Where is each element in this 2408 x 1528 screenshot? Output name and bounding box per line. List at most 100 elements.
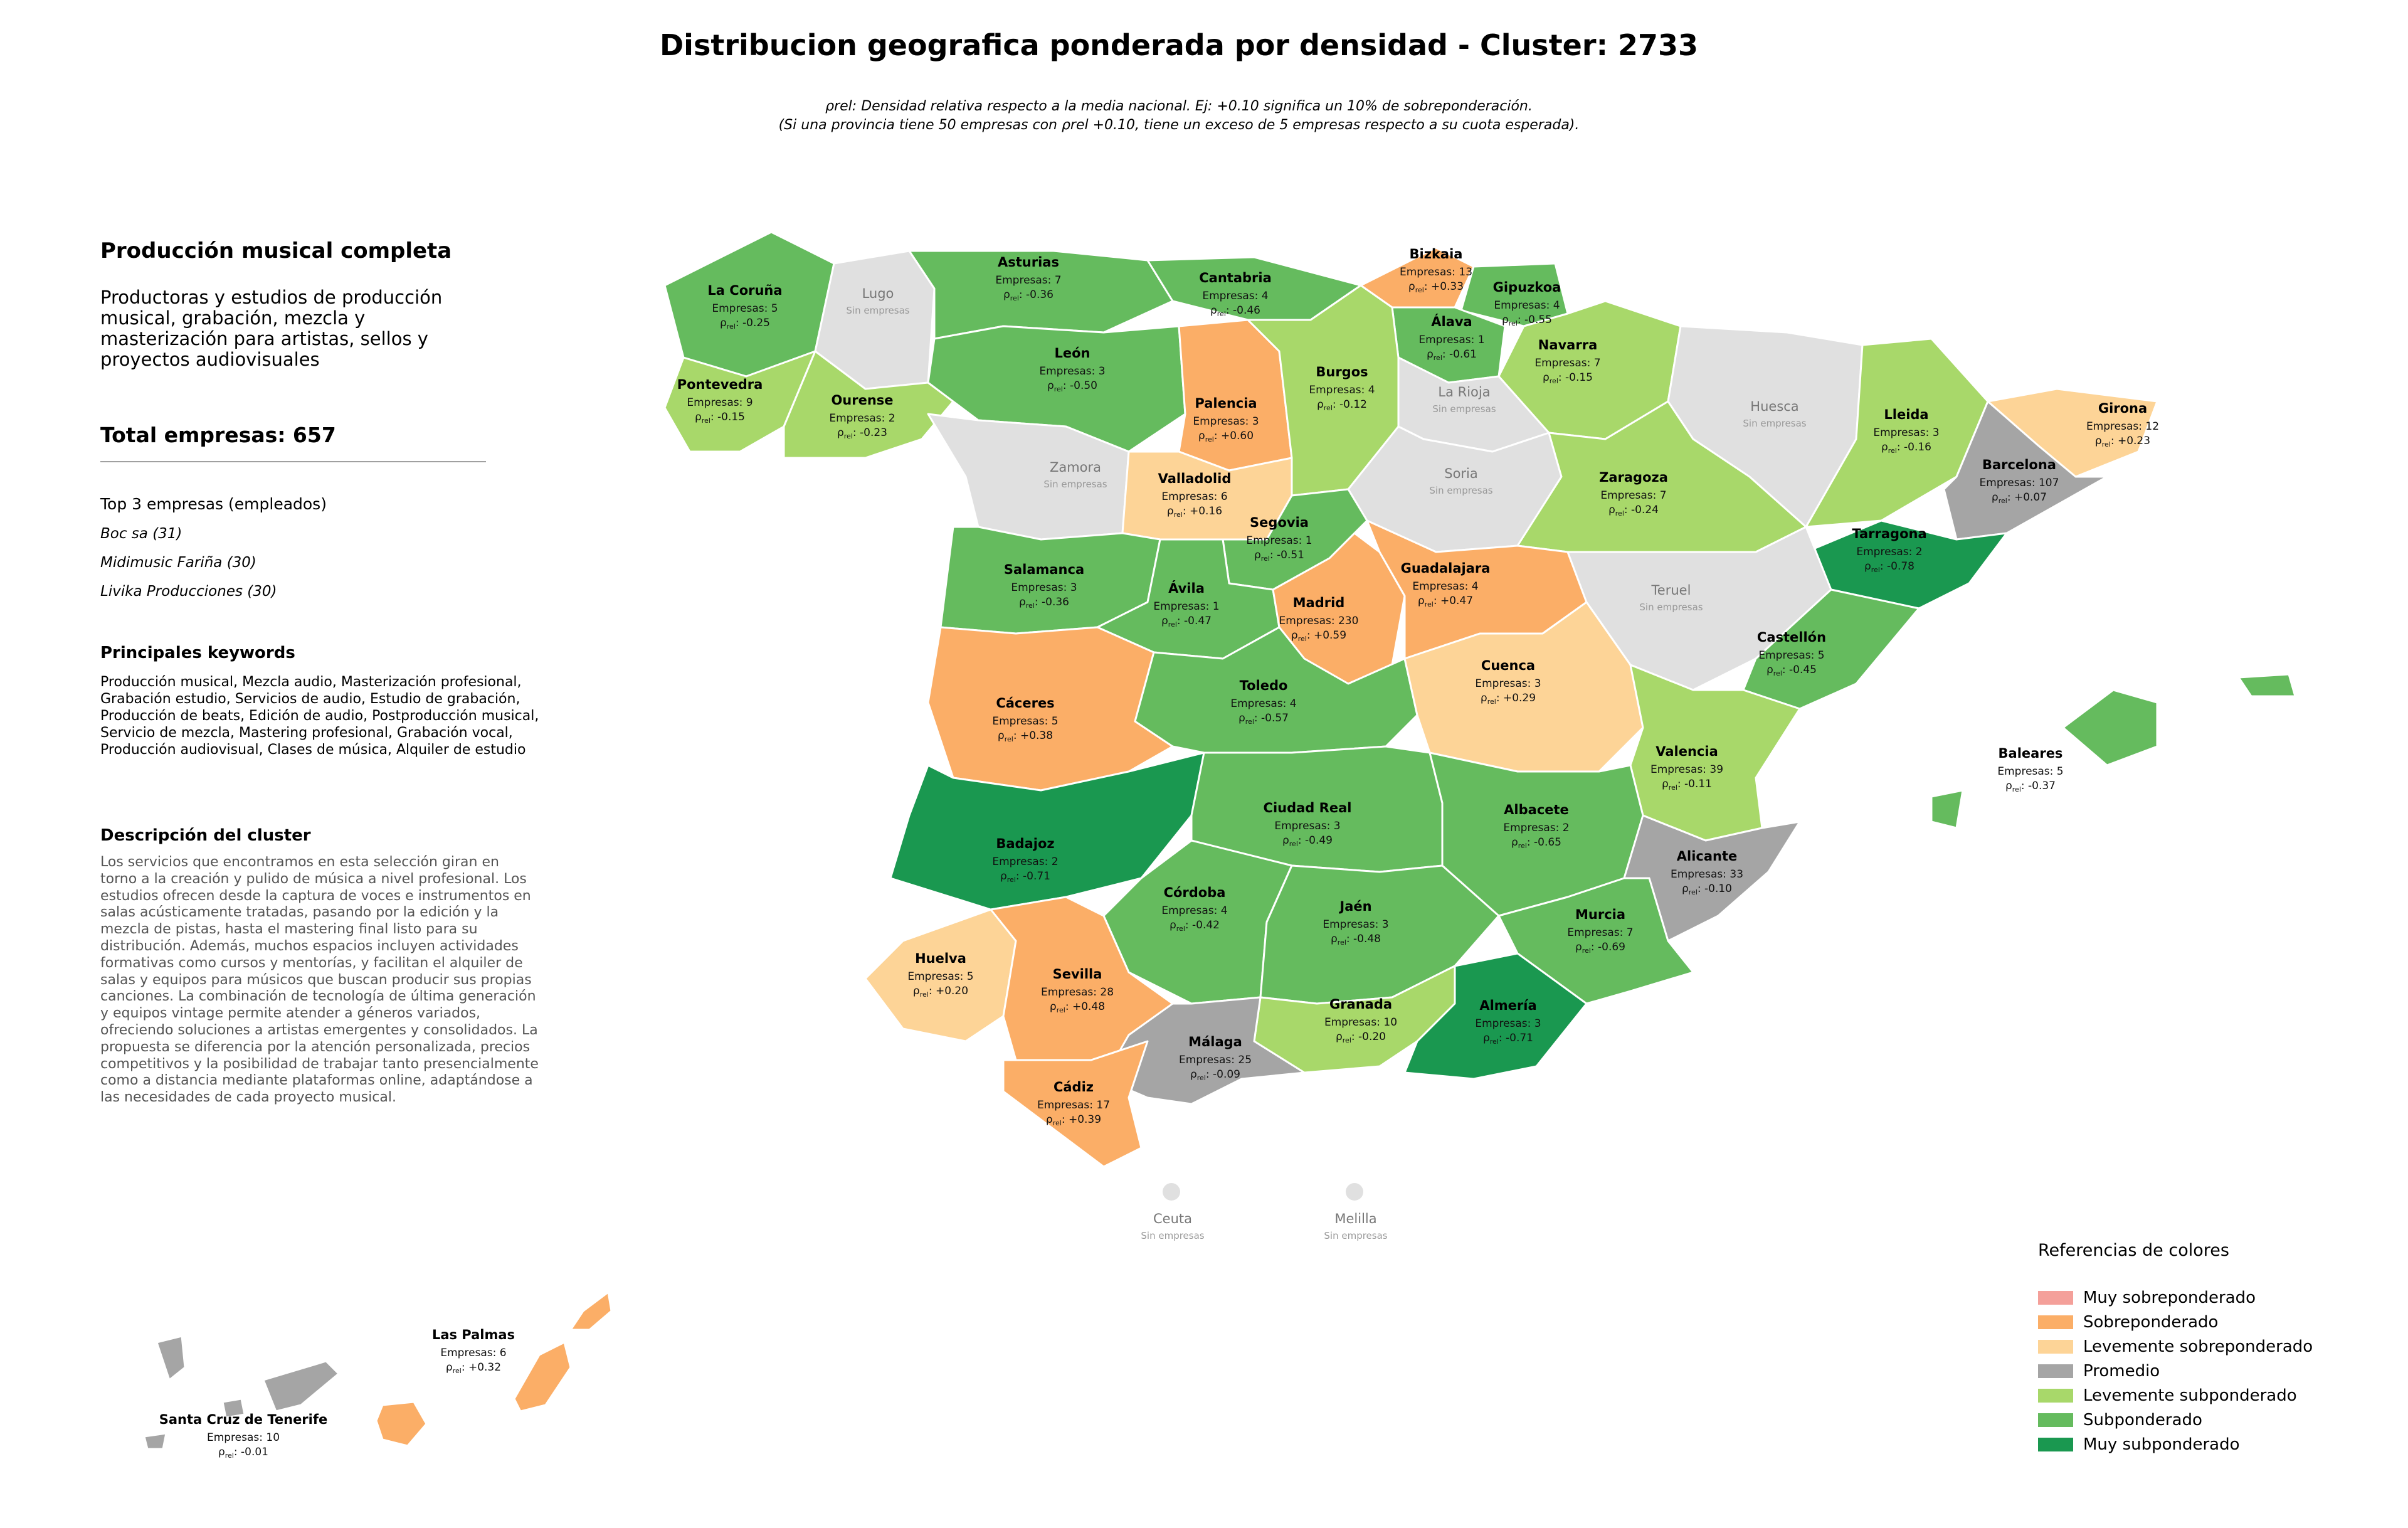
almeria-name: Almería <box>1479 998 1536 1013</box>
malaga-name: Málaga <box>1188 1034 1242 1049</box>
legend-label-levemente-subponderado: Levemente subponderado <box>2083 1386 2297 1405</box>
gipuzkoa-name: Gipuzkoa <box>1493 280 1561 295</box>
toledo-rho: ρrel: -0.57 <box>1238 712 1289 726</box>
girona-name: Girona <box>2098 401 2147 416</box>
cordoba-rho-value: -0.42 <box>1192 919 1220 931</box>
tarragona-empresas: Empresas: 2 <box>1856 546 1922 558</box>
valladolid-rho: ρrel: +0.16 <box>1167 505 1222 519</box>
cantabria-rho-value: -0.46 <box>1233 304 1260 317</box>
barcelona-empresas: Empresas: 107 <box>1980 477 2059 489</box>
gipuzkoa-empresas: Empresas: 4 <box>1494 299 1560 312</box>
legend-label-promedio: Promedio <box>2083 1361 2160 1381</box>
top-company-1: Boc sa (31) <box>100 526 182 542</box>
burgos-empresas: Empresas: 4 <box>1309 384 1375 396</box>
huesca-sin-empresas: Sin empresas <box>1743 418 1806 429</box>
valencia-empresas: Empresas: 39 <box>1650 763 1723 776</box>
baleares-name: Baleares <box>1999 746 2063 761</box>
alava-rho-value: -0.61 <box>1449 348 1477 361</box>
enclave-melilla-dot[interactable] <box>1346 1183 1363 1201</box>
tarragona-empresas-value: 2 <box>1916 546 1923 558</box>
castellon-empresas: Empresas: 5 <box>1758 649 1824 662</box>
keywords-heading: Principales keywords <box>100 644 295 662</box>
gipuzkoa-rho-value: -0.55 <box>1524 314 1552 326</box>
toledo-empresas: Empresas: 4 <box>1230 698 1296 710</box>
acoruna-empresas-value: 5 <box>771 302 778 315</box>
asturias-rho-value: -0.36 <box>1026 289 1054 301</box>
province-murcia[interactable] <box>1497 877 1694 1005</box>
legend-label-muy-subponderado: Muy subponderado <box>2083 1435 2240 1454</box>
bizkaia-rho: ρrel: +0.33 <box>1408 280 1464 294</box>
segovia-empresas: Empresas: 1 <box>1246 534 1312 547</box>
cuenca-name: Cuenca <box>1481 658 1535 673</box>
ciudadreal-rho: ρrel: -0.49 <box>1282 834 1333 848</box>
navarra-empresas-value: 7 <box>1594 357 1601 369</box>
baleares-rho-value: -0.37 <box>2028 780 2056 792</box>
legend-item-sobreponderado: Sobreponderado <box>2038 1310 2313 1334</box>
tenerife-rho-value: -0.01 <box>241 1446 268 1458</box>
valladolid-empresas: Empresas: 6 <box>1161 491 1227 503</box>
province-pontevedra[interactable] <box>663 350 816 453</box>
malaga-empresas: Empresas: 25 <box>1179 1054 1252 1066</box>
cantabria-empresas-value: 4 <box>1262 290 1269 302</box>
cadiz-empresas-value: 17 <box>1096 1099 1110 1112</box>
valencia-name: Valencia <box>1656 744 1718 759</box>
barcelona-rho: ρrel: +0.07 <box>1992 491 2047 505</box>
segovia-empresas-value: 1 <box>1306 534 1312 547</box>
province-almeria[interactable] <box>1403 952 1588 1080</box>
acoruna-empresas: Empresas: 5 <box>712 302 778 315</box>
tenerife-gomera <box>221 1398 246 1419</box>
province-laspalmas[interactable] <box>375 1401 428 1447</box>
ciudadreal-empresas: Empresas: 3 <box>1274 820 1340 832</box>
tarragona-rho: ρrel: -0.78 <box>1864 560 1914 574</box>
soria-name: Soria <box>1444 466 1478 481</box>
guadalajara-empresas: Empresas: 4 <box>1412 580 1478 593</box>
province-cadiz[interactable] <box>1002 1040 1149 1168</box>
province-tenerife[interactable] <box>262 1360 340 1413</box>
cuenca-rho: ρrel: +0.29 <box>1481 692 1536 706</box>
legend-swatch-muy-subponderado <box>2038 1437 2073 1451</box>
map-title: Distribucion geografica ponderada por de… <box>660 28 1698 62</box>
province-ourense[interactable] <box>783 350 954 459</box>
palencia-rho-value: +0.60 <box>1221 430 1254 442</box>
caceres-rho-value: +0.38 <box>1020 730 1053 742</box>
enclave-ceuta-dot[interactable] <box>1163 1183 1180 1201</box>
albacete-rho-value: -0.65 <box>1534 836 1561 849</box>
cuenca-empresas: Empresas: 3 <box>1475 677 1541 690</box>
salamanca-name: Salamanca <box>1004 562 1084 577</box>
legend-item-promedio: Promedio <box>2038 1359 2313 1383</box>
cantabria-empresas: Empresas: 4 <box>1202 290 1268 302</box>
asturias-name: Asturias <box>998 255 1059 270</box>
navarra-name: Navarra <box>1538 337 1598 353</box>
laspalmas-rho: ρrel: +0.32 <box>446 1361 501 1375</box>
zamora-sin-empresas: Sin empresas <box>1043 479 1107 490</box>
province-badajoz[interactable] <box>889 751 1205 911</box>
alicante-rho-value: -0.10 <box>1704 883 1732 895</box>
cluster-short-description: Productoras y estudios de producción mus… <box>100 287 443 370</box>
leon-empresas: Empresas: 3 <box>1039 365 1105 378</box>
palencia-name: Palencia <box>1195 396 1257 411</box>
legend-swatch-subponderado <box>2038 1413 2073 1427</box>
palencia-empresas: Empresas: 3 <box>1193 415 1259 428</box>
alava-name: Álava <box>1431 314 1472 329</box>
province-malaga[interactable] <box>1102 996 1306 1105</box>
acoruna-rho-value: -0.25 <box>742 317 770 329</box>
granada-empresas-value: 10 <box>1383 1016 1397 1029</box>
province-baleares[interactable] <box>2062 689 2158 767</box>
avila-rho: ρrel: -0.47 <box>1161 615 1212 629</box>
legend-swatch-sobreponderado <box>2038 1315 2073 1329</box>
jaen-rho-value: -0.48 <box>1353 933 1381 945</box>
palencia-empresas-value: 3 <box>1252 415 1259 428</box>
gipuzkoa-empresas-value: 4 <box>1553 299 1560 312</box>
province-lleida[interactable] <box>1805 337 1989 528</box>
alicante-empresas-value: 33 <box>1729 868 1743 881</box>
province-leon[interactable] <box>927 325 1186 453</box>
granada-name: Granada <box>1329 997 1392 1012</box>
valladolid-name: Valladolid <box>1158 471 1232 486</box>
teruel-name: Teruel <box>1651 583 1691 598</box>
subtitle-line-2: (Si una provincia tiene 50 empresas con … <box>778 117 1580 133</box>
albacete-empresas-value: 2 <box>1563 822 1570 834</box>
cadiz-name: Cádiz <box>1054 1080 1094 1095</box>
zaragoza-rho: ρrel: -0.24 <box>1608 504 1659 517</box>
bizkaia-name: Bizkaia <box>1410 247 1463 262</box>
